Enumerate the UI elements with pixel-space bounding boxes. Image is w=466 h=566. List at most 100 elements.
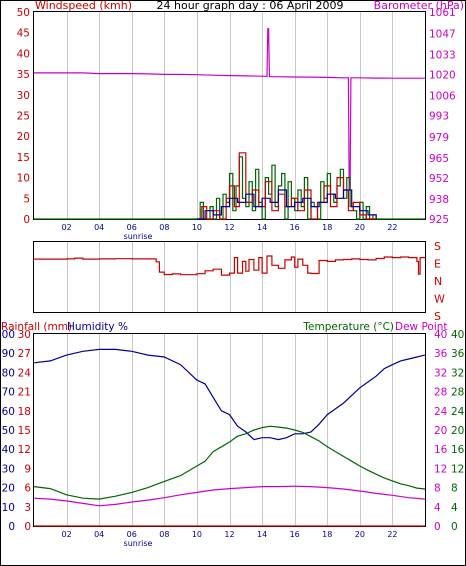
- humidity-tick-label: 60: [2, 406, 15, 418]
- wind-tick-label: 15: [17, 152, 30, 164]
- humidity-tick-label: 40: [2, 444, 15, 456]
- barometer-axis-label: Barometer (hPa): [374, 0, 464, 12]
- rainfall-tick-label: 21: [18, 387, 31, 399]
- rainfall-tick-label: 24: [18, 367, 32, 379]
- x-tick-label: 12: [224, 223, 234, 232]
- dewpoint-tick-label: 24: [434, 406, 448, 418]
- sunrise-label: sunrise: [124, 232, 153, 241]
- temperature-plot-frame: [33, 333, 426, 527]
- humidity-tick-label: 10: [2, 502, 15, 514]
- temperature-tick-label: 28: [451, 387, 464, 399]
- barometer-tick-label: 993: [429, 111, 449, 123]
- temperature-tick-label: 36: [451, 348, 465, 360]
- dewpoint-axis-label: Dew Point: [395, 321, 448, 333]
- wind-axis-label: Windspeed (kmh): [35, 0, 132, 12]
- gust-line: [34, 156, 425, 220]
- barometer-tick-label: 979: [429, 132, 449, 144]
- humidity-axis-label: Humidity %: [67, 321, 128, 333]
- x-tick-label: 18: [322, 530, 332, 539]
- wind-tick-label: 50: [17, 7, 30, 19]
- wind-line: [196, 152, 377, 220]
- humidity-tick-label: 0: [8, 521, 15, 533]
- wind-tick-label: 5: [23, 193, 30, 205]
- rainfall-tick-label: 0: [24, 521, 31, 533]
- humidity-tick-label: 80: [2, 367, 15, 379]
- temperature-tick-label: 8: [451, 483, 458, 495]
- barometer-tick-label: 938: [429, 194, 449, 206]
- wind-tick-label: 0: [23, 214, 30, 226]
- wind-tick-label: 45: [17, 28, 30, 40]
- temperature-humidity-chart: 0102030405060708090100 03691215182124273…: [0, 321, 465, 548]
- rainfall-tick-label: 6: [24, 483, 31, 495]
- dewpoint-line: [33, 485, 426, 507]
- x-tick-label: 02: [61, 530, 71, 539]
- temperature-tick-label: 16: [451, 444, 465, 456]
- wind-tick-label: 10: [17, 173, 30, 185]
- wind-tick-label: 20: [17, 131, 30, 143]
- humidity-tick-label: 30: [2, 463, 15, 475]
- x-tick-label: 18: [322, 223, 332, 232]
- rainfall-tick-label: 3: [24, 502, 31, 514]
- barometer-tick-label: 925: [429, 214, 449, 226]
- wind-barometer-chart: 0 5 10 15 20 25 30 35 40 45 50 925 938 952 965 979 993 1…: [17, 0, 464, 241]
- x-tick-label: 22: [387, 223, 397, 232]
- temperature-line: [33, 425, 426, 500]
- dewpoint-tick-label: 8: [434, 483, 441, 495]
- dewpoint-tick-label: 20: [434, 425, 447, 437]
- x-tick-label: 20: [355, 223, 365, 232]
- direction-label: S: [434, 310, 441, 323]
- temperature-tick-label: 0: [451, 521, 458, 533]
- barometer-tick-label: 1047: [429, 28, 456, 40]
- temperature-tick-label: 20: [451, 425, 464, 437]
- x-tick-label: 10: [192, 530, 202, 539]
- rainfall-tick-label: 30: [18, 329, 31, 341]
- sunrise-label-2: sunrise: [124, 539, 153, 548]
- humidity-tick-label: 90: [2, 348, 15, 360]
- rainfall-tick-label: 18: [18, 406, 31, 418]
- humidity-tick-label: 20: [2, 483, 15, 495]
- x-tick-label: 14: [257, 223, 267, 232]
- dewpoint-tick-label: 36: [434, 348, 448, 360]
- direction-plot-frame: [33, 241, 426, 313]
- barometer-tick-label: 965: [429, 153, 449, 165]
- rainfall-tick-label: 15: [18, 425, 31, 437]
- wind-tick-label: 30: [17, 90, 30, 102]
- dewpoint-tick-label: 28: [434, 387, 447, 399]
- temperature-tick-label: 24: [451, 406, 465, 418]
- wind-tick-label: 35: [17, 69, 30, 81]
- humidity-tick-label: 100: [0, 329, 15, 341]
- avg-line: [196, 189, 377, 220]
- temperature-tick-label: 40: [451, 329, 464, 341]
- temperature-tick-label: 32: [451, 367, 464, 379]
- x-tick-label: 12: [224, 530, 234, 539]
- barometer-tick-label: 1020: [429, 69, 456, 81]
- temperature-tick-label: 12: [451, 463, 464, 475]
- rainfall-tick-label: 12: [18, 444, 31, 456]
- humidity-tick-label: 50: [2, 425, 15, 437]
- temperature-tick-label: 4: [451, 502, 458, 514]
- humidity-tick-label: 70: [2, 387, 15, 399]
- x-tick-label: 04: [94, 223, 104, 232]
- rainfall-tick-label: 27: [18, 348, 31, 360]
- temperature-axis-label: Temperature (°C): [302, 321, 394, 333]
- x-tick-label: 04: [94, 530, 104, 539]
- direction-label: N: [434, 275, 442, 288]
- wind-tick-label: 25: [17, 111, 30, 123]
- x-tick-label: 16: [290, 530, 300, 539]
- x-tick-label: 02: [61, 223, 71, 232]
- rainfall-axis-label: Rainfall (mm): [1, 321, 72, 333]
- x-tick-label: 16: [290, 223, 300, 232]
- direction-label: W: [434, 293, 445, 306]
- wind-tick-label: 40: [17, 48, 30, 60]
- rainfall-tick-label: 9: [24, 463, 31, 475]
- chart-title: 24 hour graph day : 06 April 2009: [157, 0, 344, 12]
- x-tick-label: 20: [355, 530, 365, 539]
- dewpoint-tick-label: 12: [434, 463, 447, 475]
- barometer-tick-label: 952: [429, 173, 449, 185]
- barometer-tick-label: 1061: [429, 7, 456, 19]
- direction-label: S: [434, 240, 441, 253]
- x-tick-label: 06: [127, 223, 137, 232]
- dewpoint-tick-label: 32: [434, 367, 447, 379]
